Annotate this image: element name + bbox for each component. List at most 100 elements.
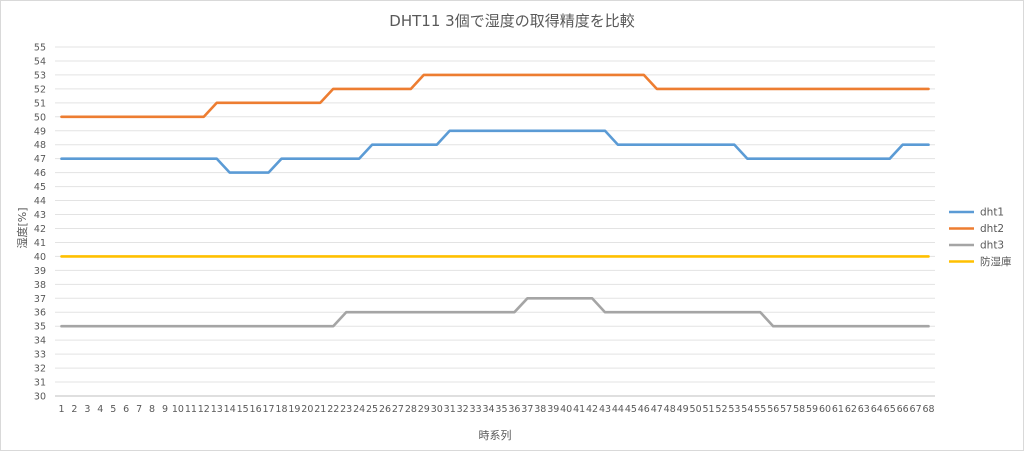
y-tick-label: 36 <box>34 308 46 319</box>
x-tick-label: 16 <box>250 404 262 415</box>
y-tick-label: 50 <box>34 112 46 123</box>
x-tick-label: 31 <box>444 404 456 415</box>
x-tick-label: 46 <box>638 404 650 415</box>
x-tick-label: 38 <box>534 404 546 415</box>
y-tick-label: 55 <box>34 43 46 54</box>
x-axis-ticks: 1 2 3 4 5 6 7 8 9 10 11 12 13 14 15 16 17 18 19 20 21 22 23 24 2… <box>58 404 934 415</box>
legend-label: dht3 <box>980 240 1004 252</box>
chart-title: DHT11 3個で湿度の取得精度を比較 <box>389 12 634 30</box>
legend-label: 防湿庫 <box>980 255 1012 268</box>
y-tick-label: 32 <box>34 364 46 375</box>
x-tick-label: 47 <box>651 404 663 415</box>
x-tick-label: 65 <box>884 404 896 415</box>
x-tick-label: 41 <box>573 404 585 415</box>
series-lines <box>60 73 930 328</box>
x-tick-label: 14 <box>224 404 236 415</box>
x-tick-label: 49 <box>677 404 689 415</box>
x-tick-label: 43 <box>599 404 611 415</box>
x-tick-label: 36 <box>508 404 520 415</box>
x-tick-label: 19 <box>288 404 300 415</box>
x-tick-label: 24 <box>353 404 365 415</box>
y-tick-label: 43 <box>34 210 46 221</box>
x-tick-label: 21 <box>314 404 326 415</box>
y-tick-label: 30 <box>34 392 46 403</box>
x-tick-label: 67 <box>910 404 922 415</box>
y-tick-label: 51 <box>34 98 46 109</box>
x-tick-label: 44 <box>612 404 624 415</box>
x-tick-label: 6 <box>123 404 129 415</box>
x-tick-label: 55 <box>754 404 766 415</box>
y-tick-label: 52 <box>34 84 46 95</box>
x-tick-label: 32 <box>457 404 469 415</box>
x-tick-label: 27 <box>392 404 404 415</box>
y-tick-label: 38 <box>34 280 46 291</box>
y-tick-label: 42 <box>34 224 46 235</box>
x-tick-label: 54 <box>741 404 753 415</box>
y-tick-label: 53 <box>34 70 46 81</box>
x-tick-label: 9 <box>162 404 168 415</box>
x-tick-label: 28 <box>405 404 417 415</box>
x-tick-label: 23 <box>340 404 352 415</box>
y-tick-label: 35 <box>34 322 46 333</box>
x-tick-label: 51 <box>702 404 714 415</box>
series-line-2 <box>60 73 930 119</box>
x-tick-label: 39 <box>547 404 559 415</box>
x-tick-label: 56 <box>767 404 779 415</box>
y-tick-label: 33 <box>34 350 46 361</box>
legend-label: dht2 <box>980 223 1004 235</box>
x-tick-label: 5 <box>110 404 116 415</box>
x-tick-label: 2 <box>71 404 77 415</box>
legend: dht1 dht2 dht3 防湿庫 <box>949 207 1012 268</box>
x-tick-label: 26 <box>379 404 391 415</box>
x-tick-label: 48 <box>664 404 676 415</box>
gridlines <box>55 46 935 397</box>
y-axis-ticks: 30 31 32 33 34 35 36 37 38 39 40 41 42 43 44 45 46 47 48 49… <box>34 43 46 403</box>
x-tick-label: 29 <box>418 404 430 415</box>
x-tick-label: 7 <box>136 404 142 415</box>
x-tick-label: 37 <box>521 404 533 415</box>
y-tick-label: 48 <box>34 140 46 151</box>
x-axis-label: 時系列 <box>479 428 512 442</box>
y-tick-label: 40 <box>34 252 46 263</box>
x-tick-label: 33 <box>470 404 482 415</box>
x-tick-label: 4 <box>97 404 103 415</box>
y-tick-label: 39 <box>34 266 46 277</box>
y-tick-label: 34 <box>34 336 46 347</box>
x-tick-label: 34 <box>482 404 494 415</box>
y-tick-label: 45 <box>34 182 46 193</box>
x-tick-label: 63 <box>858 404 870 415</box>
y-tick-label: 49 <box>34 126 46 137</box>
x-tick-label: 57 <box>780 404 792 415</box>
x-tick-label: 3 <box>84 404 90 415</box>
x-tick-label: 40 <box>560 404 572 415</box>
x-tick-label: 45 <box>625 404 637 415</box>
x-tick-label: 11 <box>185 404 197 415</box>
x-tick-label: 13 <box>211 404 223 415</box>
series-line-3 <box>60 296 930 328</box>
x-tick-label: 10 <box>172 404 184 415</box>
x-tick-label: 60 <box>819 404 831 415</box>
x-tick-label: 58 <box>793 404 805 415</box>
x-tick-label: 35 <box>495 404 507 415</box>
x-tick-label: 25 <box>366 404 378 415</box>
x-tick-label: 30 <box>431 404 443 415</box>
y-tick-label: 37 <box>34 294 46 305</box>
y-tick-label: 47 <box>34 154 46 165</box>
x-tick-label: 52 <box>715 404 727 415</box>
y-tick-label: 31 <box>34 378 46 389</box>
x-tick-label: 1 <box>58 404 64 415</box>
x-tick-label: 68 <box>922 404 934 415</box>
x-tick-label: 18 <box>275 404 287 415</box>
x-tick-label: 61 <box>832 404 844 415</box>
legend-label: dht1 <box>980 207 1004 219</box>
x-tick-label: 15 <box>237 404 249 415</box>
x-tick-label: 59 <box>806 404 818 415</box>
x-tick-label: 42 <box>586 404 598 415</box>
y-tick-label: 46 <box>34 168 46 179</box>
x-tick-label: 22 <box>327 404 339 415</box>
x-tick-label: 66 <box>897 404 909 415</box>
y-tick-label: 41 <box>34 238 46 249</box>
x-tick-label: 53 <box>728 404 740 415</box>
x-tick-label: 62 <box>845 404 857 415</box>
